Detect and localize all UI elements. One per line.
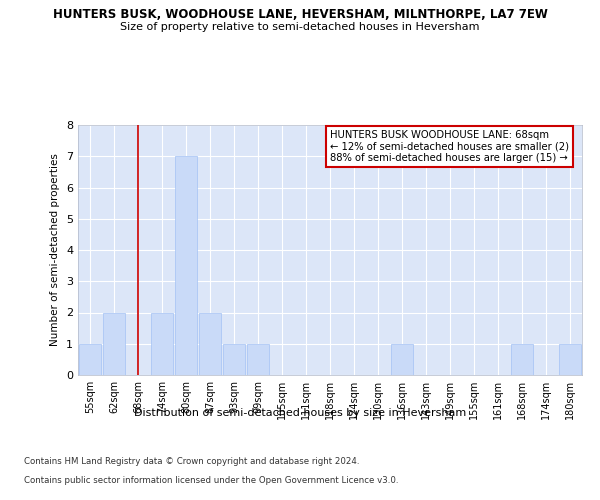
Bar bbox=[511, 344, 533, 375]
Text: Size of property relative to semi-detached houses in Heversham: Size of property relative to semi-detach… bbox=[120, 22, 480, 32]
Bar bbox=[391, 344, 413, 375]
Y-axis label: Number of semi-detached properties: Number of semi-detached properties bbox=[50, 154, 61, 346]
Bar bbox=[559, 344, 581, 375]
Bar bbox=[199, 312, 221, 375]
Text: HUNTERS BUSK, WOODHOUSE LANE, HEVERSHAM, MILNTHORPE, LA7 7EW: HUNTERS BUSK, WOODHOUSE LANE, HEVERSHAM,… bbox=[53, 8, 547, 20]
Bar bbox=[79, 344, 101, 375]
Bar bbox=[151, 312, 173, 375]
Bar bbox=[247, 344, 269, 375]
Bar bbox=[175, 156, 197, 375]
Text: HUNTERS BUSK WOODHOUSE LANE: 68sqm
← 12% of semi-detached houses are smaller (2): HUNTERS BUSK WOODHOUSE LANE: 68sqm ← 12%… bbox=[330, 130, 569, 163]
Text: Distribution of semi-detached houses by size in Heversham: Distribution of semi-detached houses by … bbox=[134, 408, 466, 418]
Text: Contains HM Land Registry data © Crown copyright and database right 2024.: Contains HM Land Registry data © Crown c… bbox=[24, 458, 359, 466]
Bar bbox=[223, 344, 245, 375]
Bar bbox=[103, 312, 125, 375]
Text: Contains public sector information licensed under the Open Government Licence v3: Contains public sector information licen… bbox=[24, 476, 398, 485]
